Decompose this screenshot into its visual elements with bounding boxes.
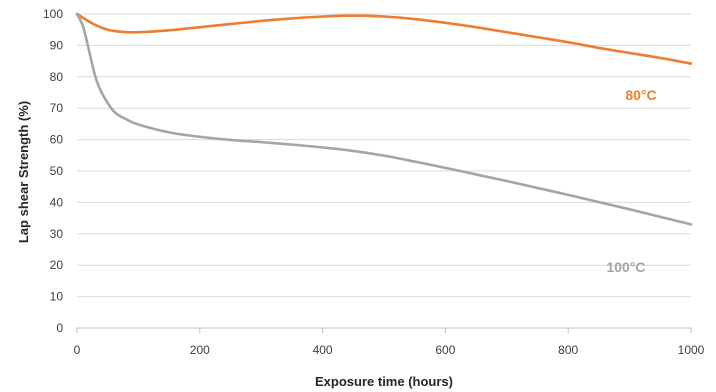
series-label-100c: 100°C — [606, 259, 645, 275]
gridlines — [77, 13, 691, 298]
y-tick-label: 70 — [50, 101, 64, 115]
y-tick-label: 80 — [50, 70, 64, 84]
y-axis-title: Lap shear Strength (%) — [16, 101, 31, 243]
x-tick-label: 600 — [435, 343, 455, 357]
x-tick-label: 400 — [313, 343, 333, 357]
series-line-100c — [75, 12, 693, 226]
y-tick-label: 90 — [50, 38, 64, 52]
y-tick-label: 0 — [56, 321, 63, 335]
y-tick-label: 20 — [50, 258, 64, 272]
x-tick-label: 200 — [190, 343, 210, 357]
y-tick-label: 40 — [50, 195, 64, 209]
y-tick-label: 30 — [50, 227, 64, 241]
x-tick-label: 800 — [558, 343, 578, 357]
x-tick-label: 0 — [74, 343, 81, 357]
series-lines — [75, 12, 693, 226]
y-tick-label: 10 — [50, 290, 64, 304]
y-tick-label: 60 — [50, 133, 64, 147]
series-label-80c: 80°C — [625, 87, 656, 103]
axes — [76, 327, 692, 333]
y-tick-label: 100 — [43, 7, 63, 21]
x-axis-title: Exposure time (hours) — [315, 374, 453, 389]
series-line-80c — [75, 12, 693, 65]
x-tick-label: 1000 — [678, 343, 705, 357]
y-tick-label: 50 — [50, 164, 64, 178]
